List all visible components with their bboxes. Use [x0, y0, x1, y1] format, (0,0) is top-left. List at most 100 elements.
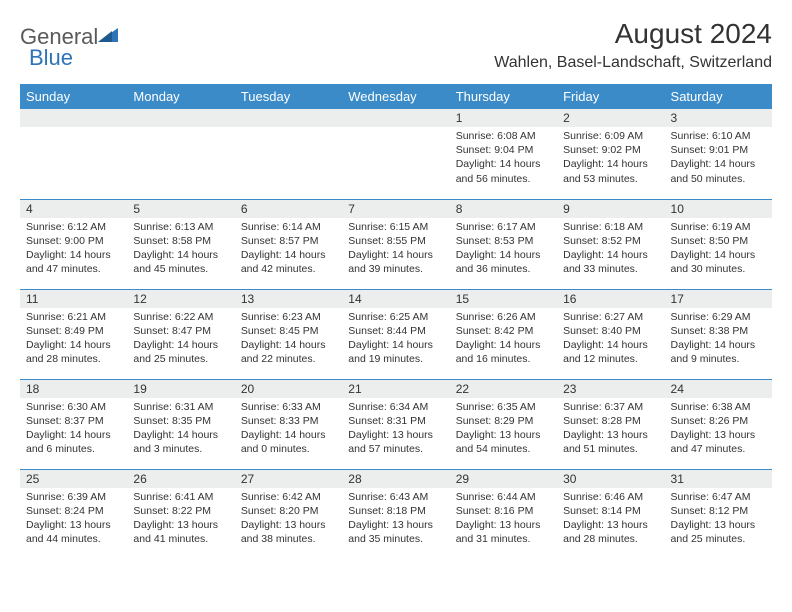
- daylight-text: Daylight: 13 hours and 25 minutes.: [671, 518, 766, 546]
- sunrise-text: Sunrise: 6:30 AM: [26, 400, 121, 414]
- sunrise-text: Sunrise: 6:13 AM: [133, 220, 228, 234]
- day-number: 25: [20, 470, 127, 488]
- day-number: 30: [557, 470, 664, 488]
- day-number: 3: [665, 109, 772, 127]
- sunrise-text: Sunrise: 6:35 AM: [456, 400, 551, 414]
- day-cell: 28Sunrise: 6:43 AMSunset: 8:18 PMDayligh…: [342, 469, 449, 559]
- day-number: 10: [665, 200, 772, 218]
- day-cell: [127, 109, 234, 199]
- day-number: 29: [450, 470, 557, 488]
- sunset-text: Sunset: 8:28 PM: [563, 414, 658, 428]
- daylight-text: Daylight: 14 hours and 6 minutes.: [26, 428, 121, 456]
- sunrise-text: Sunrise: 6:21 AM: [26, 310, 121, 324]
- logo-triangle-icon: [98, 26, 120, 49]
- day-content: Sunrise: 6:25 AMSunset: 8:44 PMDaylight:…: [342, 308, 449, 373]
- day-cell: 22Sunrise: 6:35 AMSunset: 8:29 PMDayligh…: [450, 379, 557, 469]
- weekday-header-row: Sunday Monday Tuesday Wednesday Thursday…: [20, 84, 772, 109]
- daylight-text: Daylight: 14 hours and 36 minutes.: [456, 248, 551, 276]
- col-wednesday: Wednesday: [342, 84, 449, 109]
- daylight-text: Daylight: 14 hours and 42 minutes.: [241, 248, 336, 276]
- sunset-text: Sunset: 8:58 PM: [133, 234, 228, 248]
- day-cell: 6 Sunrise: 6:14 AMSunset: 8:57 PMDaylight…: [235, 199, 342, 289]
- sunrise-text: Sunrise: 6:08 AM: [456, 129, 551, 143]
- day-content: Sunrise: 6:17 AMSunset: 8:53 PMDaylight:…: [450, 218, 557, 283]
- sunrise-text: Sunrise: 6:12 AM: [26, 220, 121, 234]
- day-number: 21: [342, 380, 449, 398]
- day-cell: 24Sunrise: 6:38 AMSunset: 8:26 PMDayligh…: [665, 379, 772, 469]
- calendar-page: General August 2024 Wahlen, Basel-Landsc…: [0, 0, 792, 559]
- day-number: 28: [342, 470, 449, 488]
- day-cell: 23Sunrise: 6:37 AMSunset: 8:28 PMDayligh…: [557, 379, 664, 469]
- logo-blue-text: Blue: [29, 45, 73, 70]
- day-cell: 29Sunrise: 6:44 AMSunset: 8:16 PMDayligh…: [450, 469, 557, 559]
- daylight-text: Daylight: 14 hours and 25 minutes.: [133, 338, 228, 366]
- daylight-text: Daylight: 13 hours and 28 minutes.: [563, 518, 658, 546]
- day-cell: 14Sunrise: 6:25 AMSunset: 8:44 PMDayligh…: [342, 289, 449, 379]
- daylight-text: Daylight: 14 hours and 3 minutes.: [133, 428, 228, 456]
- day-content: Sunrise: 6:27 AMSunset: 8:40 PMDaylight:…: [557, 308, 664, 373]
- sunrise-text: Sunrise: 6:14 AM: [241, 220, 336, 234]
- daylight-text: Daylight: 14 hours and 53 minutes.: [563, 157, 658, 185]
- sunset-text: Sunset: 8:53 PM: [456, 234, 551, 248]
- day-number: 17: [665, 290, 772, 308]
- sunset-text: Sunset: 8:55 PM: [348, 234, 443, 248]
- day-cell: 31Sunrise: 6:47 AMSunset: 8:12 PMDayligh…: [665, 469, 772, 559]
- sunset-text: Sunset: 8:42 PM: [456, 324, 551, 338]
- day-number: 20: [235, 380, 342, 398]
- daylight-text: Daylight: 13 hours and 38 minutes.: [241, 518, 336, 546]
- day-content: Sunrise: 6:09 AMSunset: 9:02 PMDaylight:…: [557, 127, 664, 192]
- day-content: Sunrise: 6:15 AMSunset: 8:55 PMDaylight:…: [342, 218, 449, 283]
- day-cell: 12Sunrise: 6:22 AMSunset: 8:47 PMDayligh…: [127, 289, 234, 379]
- daylight-text: Daylight: 14 hours and 45 minutes.: [133, 248, 228, 276]
- calendar-body: 1Sunrise: 6:08 AMSunset: 9:04 PMDaylight…: [20, 109, 772, 559]
- daylight-text: Daylight: 14 hours and 30 minutes.: [671, 248, 766, 276]
- sunset-text: Sunset: 8:50 PM: [671, 234, 766, 248]
- sunset-text: Sunset: 9:04 PM: [456, 143, 551, 157]
- sunrise-text: Sunrise: 6:47 AM: [671, 490, 766, 504]
- sunset-text: Sunset: 8:49 PM: [26, 324, 121, 338]
- day-number: 27: [235, 470, 342, 488]
- week-row: 25Sunrise: 6:39 AMSunset: 8:24 PMDayligh…: [20, 469, 772, 559]
- day-cell: 9Sunrise: 6:18 AMSunset: 8:52 PMDaylight…: [557, 199, 664, 289]
- sunrise-text: Sunrise: 6:34 AM: [348, 400, 443, 414]
- day-cell: 25Sunrise: 6:39 AMSunset: 8:24 PMDayligh…: [20, 469, 127, 559]
- week-row: 4Sunrise: 6:12 AMSunset: 9:00 PMDaylight…: [20, 199, 772, 289]
- day-content: Sunrise: 6:43 AMSunset: 8:18 PMDaylight:…: [342, 488, 449, 553]
- month-title: August 2024: [494, 18, 772, 50]
- sunset-text: Sunset: 8:45 PM: [241, 324, 336, 338]
- sunset-text: Sunset: 8:57 PM: [241, 234, 336, 248]
- sunset-text: Sunset: 8:26 PM: [671, 414, 766, 428]
- day-content: Sunrise: 6:37 AMSunset: 8:28 PMDaylight:…: [557, 398, 664, 463]
- sunset-text: Sunset: 9:02 PM: [563, 143, 658, 157]
- day-number: 31: [665, 470, 772, 488]
- calendar-table: Sunday Monday Tuesday Wednesday Thursday…: [20, 84, 772, 559]
- title-block: August 2024 Wahlen, Basel-Landschaft, Sw…: [494, 18, 772, 72]
- day-number: 26: [127, 470, 234, 488]
- sunrise-text: Sunrise: 6:25 AM: [348, 310, 443, 324]
- sunset-text: Sunset: 8:47 PM: [133, 324, 228, 338]
- daylight-text: Daylight: 14 hours and 19 minutes.: [348, 338, 443, 366]
- daylight-text: Daylight: 13 hours and 47 minutes.: [671, 428, 766, 456]
- day-cell: 27Sunrise: 6:42 AMSunset: 8:20 PMDayligh…: [235, 469, 342, 559]
- day-content: Sunrise: 6:22 AMSunset: 8:47 PMDaylight:…: [127, 308, 234, 373]
- sunrise-text: Sunrise: 6:42 AM: [241, 490, 336, 504]
- day-cell: 1Sunrise: 6:08 AMSunset: 9:04 PMDaylight…: [450, 109, 557, 199]
- sunset-text: Sunset: 8:38 PM: [671, 324, 766, 338]
- day-content: Sunrise: 6:10 AMSunset: 9:01 PMDaylight:…: [665, 127, 772, 192]
- sunrise-text: Sunrise: 6:38 AM: [671, 400, 766, 414]
- day-content: Sunrise: 6:42 AMSunset: 8:20 PMDaylight:…: [235, 488, 342, 553]
- daylight-text: Daylight: 14 hours and 16 minutes.: [456, 338, 551, 366]
- page-header: General August 2024 Wahlen, Basel-Landsc…: [20, 18, 772, 72]
- day-content: Sunrise: 6:21 AMSunset: 8:49 PMDaylight:…: [20, 308, 127, 373]
- sunrise-text: Sunrise: 6:43 AM: [348, 490, 443, 504]
- day-number: 22: [450, 380, 557, 398]
- day-cell: 8Sunrise: 6:17 AMSunset: 8:53 PMDaylight…: [450, 199, 557, 289]
- sunrise-text: Sunrise: 6:09 AM: [563, 129, 658, 143]
- sunrise-text: Sunrise: 6:15 AM: [348, 220, 443, 234]
- day-number: 6: [235, 200, 342, 218]
- daylight-text: Daylight: 14 hours and 39 minutes.: [348, 248, 443, 276]
- day-cell: 5Sunrise: 6:13 AMSunset: 8:58 PMDaylight…: [127, 199, 234, 289]
- sunrise-text: Sunrise: 6:19 AM: [671, 220, 766, 234]
- logo-blue-text-wrap: Blue: [29, 45, 73, 71]
- day-cell: 16Sunrise: 6:27 AMSunset: 8:40 PMDayligh…: [557, 289, 664, 379]
